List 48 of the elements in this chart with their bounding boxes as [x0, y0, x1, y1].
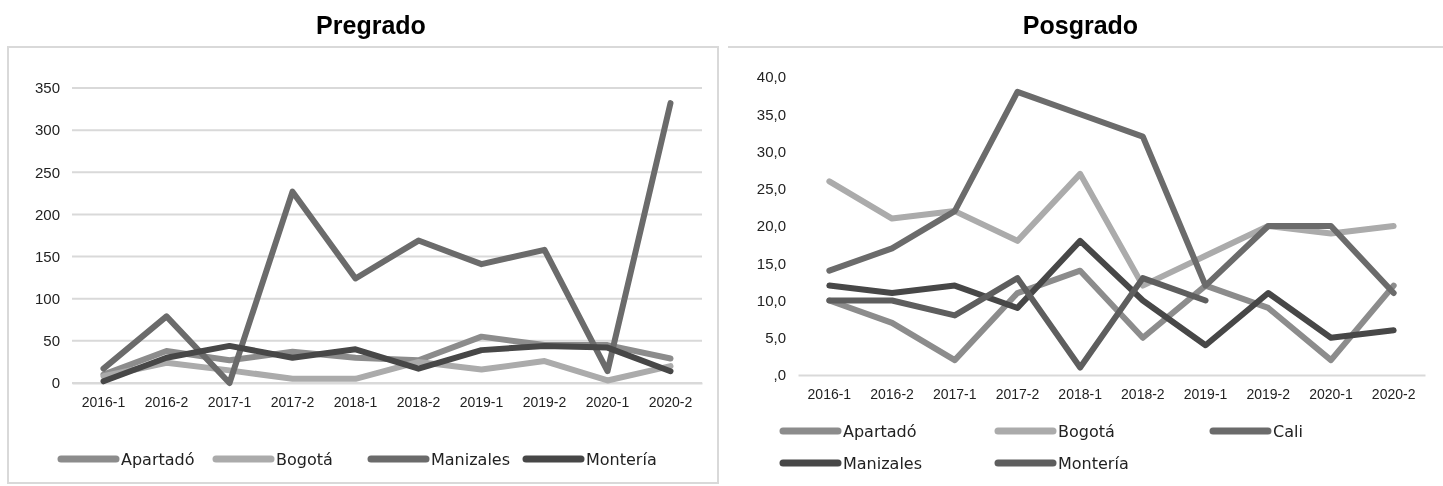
- x-tick-label: 2020-1: [1309, 385, 1353, 402]
- y-tick-label: 40,0: [756, 68, 786, 86]
- legend-label: Apartadó: [121, 450, 195, 469]
- x-tick-label: 2016-2: [870, 385, 915, 402]
- y-tick-label: 100: [34, 290, 60, 308]
- x-tick-label: 2017-2: [270, 393, 315, 410]
- legend-label: Apartadó: [843, 422, 917, 441]
- x-tick-label: 2019-2: [1246, 385, 1291, 402]
- y-tick-label: 50: [43, 332, 60, 350]
- x-tick-label: 2016-1: [81, 393, 126, 410]
- y-tick-label: 25,0: [756, 180, 786, 198]
- x-tick-label: 2019-2: [522, 393, 567, 410]
- x-tick-label: 2016-1: [807, 385, 852, 402]
- y-tick-label: 15,0: [756, 254, 786, 272]
- y-tick-label: 10,0: [756, 291, 786, 309]
- x-tick-label: 2018-2: [1121, 385, 1165, 402]
- x-tick-label: 2017-2: [995, 385, 1040, 402]
- y-tick-label: 200: [34, 205, 60, 223]
- x-tick-label: 2018-1: [333, 393, 378, 410]
- x-tick-label: 2017-1: [932, 385, 977, 402]
- legend-label: Cali: [1273, 422, 1303, 441]
- x-tick-label: 2016-2: [144, 393, 189, 410]
- y-tick-label: 30,0: [756, 142, 786, 160]
- legend-label: Manizales: [843, 454, 923, 473]
- y-tick-label: 350: [34, 79, 60, 97]
- chart-title: Pregrado: [316, 11, 426, 39]
- y-tick-label: 5,0: [765, 329, 786, 347]
- y-tick-label: 0: [51, 374, 60, 392]
- y-tick-label: 35,0: [756, 105, 786, 123]
- chart-title: Posgrado: [1022, 11, 1139, 39]
- x-tick-label: 2020-2: [1371, 385, 1416, 402]
- y-tick-label: 150: [34, 247, 60, 265]
- legend-label: Montería: [1058, 454, 1129, 473]
- y-tick-label: 20,0: [756, 217, 786, 235]
- x-tick-label: 2019-1: [459, 393, 504, 410]
- y-tick-label: 250: [34, 163, 60, 181]
- legend-label: Bogotá: [276, 450, 333, 469]
- x-tick-label: 2020-1: [585, 393, 630, 410]
- x-tick-label: 2019-1: [1183, 385, 1228, 402]
- x-tick-label: 2018-2: [396, 393, 441, 410]
- y-tick-label: ,0: [773, 366, 786, 384]
- legend-label: Montería: [586, 450, 657, 469]
- legend-label: Bogotá: [1058, 422, 1115, 441]
- x-tick-label: 2017-1: [207, 393, 252, 410]
- y-tick-label: 300: [34, 121, 60, 139]
- x-tick-label: 2018-1: [1058, 385, 1103, 402]
- x-tick-label: 2020-2: [648, 393, 693, 410]
- legend-label: Manizales: [431, 450, 511, 469]
